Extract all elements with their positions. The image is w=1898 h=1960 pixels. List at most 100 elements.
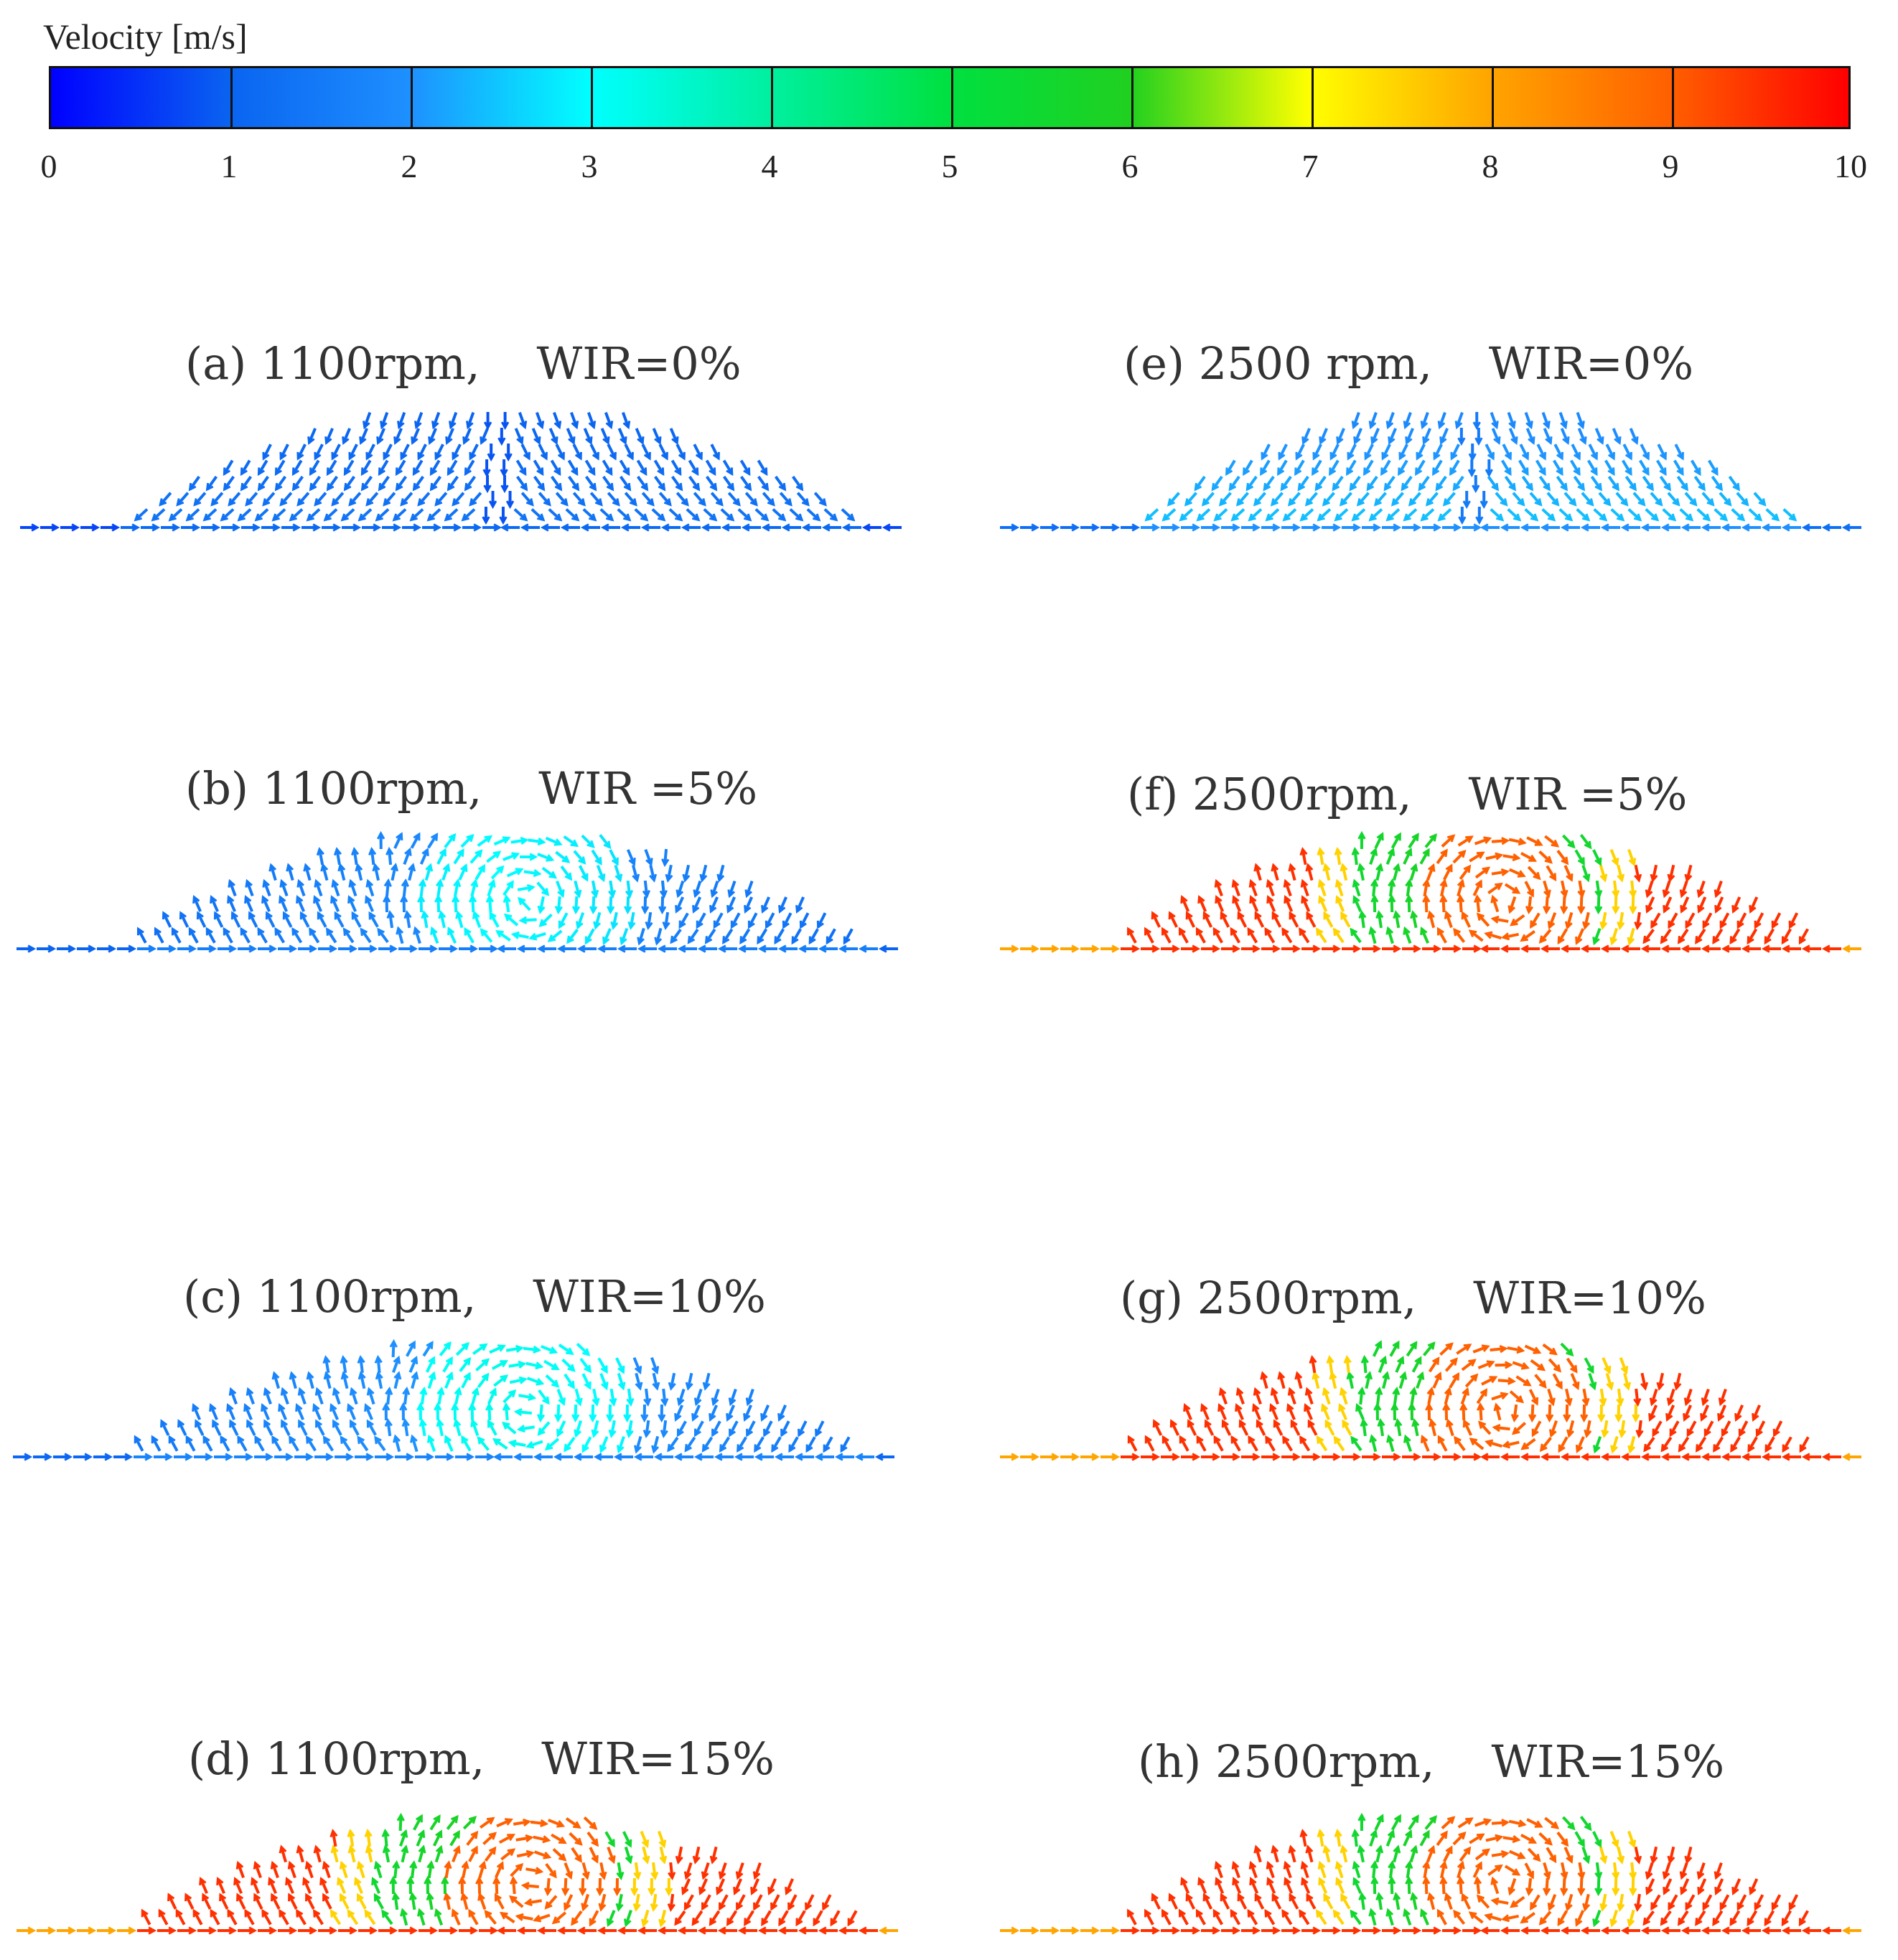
velocity-vector-head <box>1294 467 1302 477</box>
velocity-vector <box>1520 930 1535 942</box>
velocity-vector <box>265 912 276 928</box>
velocity-vector-head <box>554 1414 563 1423</box>
velocity-vector-head <box>635 1382 643 1391</box>
velocity-vector-head <box>1220 911 1228 920</box>
velocity-vector-head <box>588 513 597 522</box>
velocity-vector-head <box>1561 856 1569 866</box>
velocity-vector <box>1680 880 1688 897</box>
velocity-vector-head <box>543 1851 552 1860</box>
velocity-vector <box>1650 1388 1658 1405</box>
velocity-vector <box>1263 475 1275 491</box>
velocity-vector <box>332 1846 339 1863</box>
velocity-vector-head <box>1272 1453 1281 1461</box>
velocity-vector-head <box>1011 944 1020 953</box>
velocity-vector <box>1266 1878 1276 1894</box>
colorbar-tick-label: 8 <box>1482 148 1499 184</box>
velocity-vector-head <box>1172 944 1181 953</box>
velocity-vector <box>1747 1910 1758 1926</box>
velocity-vector <box>213 912 224 928</box>
velocity-vector <box>493 1438 508 1450</box>
velocity-vector-head <box>1629 1872 1637 1881</box>
velocity-vector <box>643 880 649 897</box>
velocity-vector <box>1408 1815 1419 1831</box>
velocity-vector-head <box>712 451 720 461</box>
velocity-vector <box>1347 1372 1354 1389</box>
velocity-vector-head <box>549 1870 557 1879</box>
velocity-vector <box>1352 1878 1362 1894</box>
velocity-vector <box>203 508 218 521</box>
velocity-vector <box>253 1894 263 1910</box>
velocity-vector-head <box>279 498 288 507</box>
velocity-vector-head <box>1408 498 1416 507</box>
velocity-vector <box>366 1846 373 1863</box>
velocity-vector-head <box>1781 1453 1790 1461</box>
velocity-vector <box>1581 492 1594 506</box>
velocity-vector-head <box>483 484 492 494</box>
velocity-vector-head <box>1575 1444 1584 1453</box>
velocity-vector-head <box>553 513 563 522</box>
velocity-vector-head <box>1620 1453 1630 1461</box>
velocity-vector-head <box>581 1903 589 1912</box>
velocity-vector <box>1253 1388 1262 1405</box>
velocity-vector <box>1168 1894 1179 1910</box>
velocity-vector-head <box>1697 904 1705 914</box>
velocity-vector-head <box>262 451 270 461</box>
velocity-vector <box>508 1362 525 1368</box>
velocity-vector-head <box>1594 1888 1603 1897</box>
velocity-vector-head <box>504 453 513 462</box>
velocity-vector-head <box>1253 863 1262 872</box>
velocity-vector <box>1401 475 1413 491</box>
velocity-vector-head <box>1538 1917 1547 1926</box>
velocity-vector-head <box>1031 944 1040 953</box>
velocity-vector-head <box>210 895 218 904</box>
velocity-vector <box>1617 1846 1624 1863</box>
velocity-vector <box>1403 927 1412 944</box>
velocity-vector-head <box>1573 451 1581 461</box>
velocity-vector <box>417 492 431 506</box>
velocity-vector <box>427 1893 434 1910</box>
velocity-vector <box>1389 1862 1394 1879</box>
velocity-vector-head <box>448 833 457 842</box>
velocity-vector-head <box>192 523 201 532</box>
velocity-vector <box>432 1831 443 1847</box>
velocity-vector-head <box>202 1435 210 1444</box>
velocity-vector <box>162 912 172 928</box>
velocity-vector-head <box>1600 1453 1609 1461</box>
velocity-vector <box>1614 896 1618 913</box>
velocity-vector <box>1481 1376 1497 1386</box>
velocity-vector-head <box>348 451 356 461</box>
velocity-vector-head <box>620 436 627 446</box>
velocity-vector <box>471 1388 479 1405</box>
velocity-vector <box>1747 928 1758 944</box>
velocity-vector-head <box>1111 1453 1121 1461</box>
velocity-vector-head <box>1418 482 1426 492</box>
velocity-vector <box>581 834 594 848</box>
velocity-vector-head <box>401 878 409 887</box>
velocity-vector-head <box>727 889 736 899</box>
velocity-vector <box>1178 1910 1189 1926</box>
velocity-vector-head <box>1476 1833 1485 1841</box>
velocity-vector <box>373 864 380 881</box>
velocity-vector <box>1474 1819 1491 1827</box>
velocity-vector <box>1403 849 1413 865</box>
velocity-vector-head <box>1586 1365 1594 1374</box>
velocity-vector <box>500 1912 515 1923</box>
velocity-vector-head <box>357 1354 365 1364</box>
velocity-vector <box>477 1373 490 1389</box>
velocity-vector-head <box>1719 1902 1727 1911</box>
velocity-vector <box>299 912 310 928</box>
velocity-vector <box>1515 1375 1531 1387</box>
velocity-vector <box>685 1862 693 1879</box>
velocity-vector-head <box>365 1844 373 1854</box>
velocity-vector <box>556 881 564 896</box>
velocity-vector <box>1338 1405 1348 1420</box>
velocity-vector <box>495 1877 499 1895</box>
velocity-vector-head <box>1365 1371 1373 1380</box>
velocity-vector <box>1512 1422 1527 1435</box>
velocity-vector-head <box>1243 467 1250 477</box>
velocity-vector <box>1502 1836 1519 1842</box>
velocity-vector-head <box>1520 934 1528 942</box>
velocity-vector <box>1271 1894 1282 1910</box>
velocity-vector <box>357 1862 365 1879</box>
velocity-vector <box>600 428 609 444</box>
